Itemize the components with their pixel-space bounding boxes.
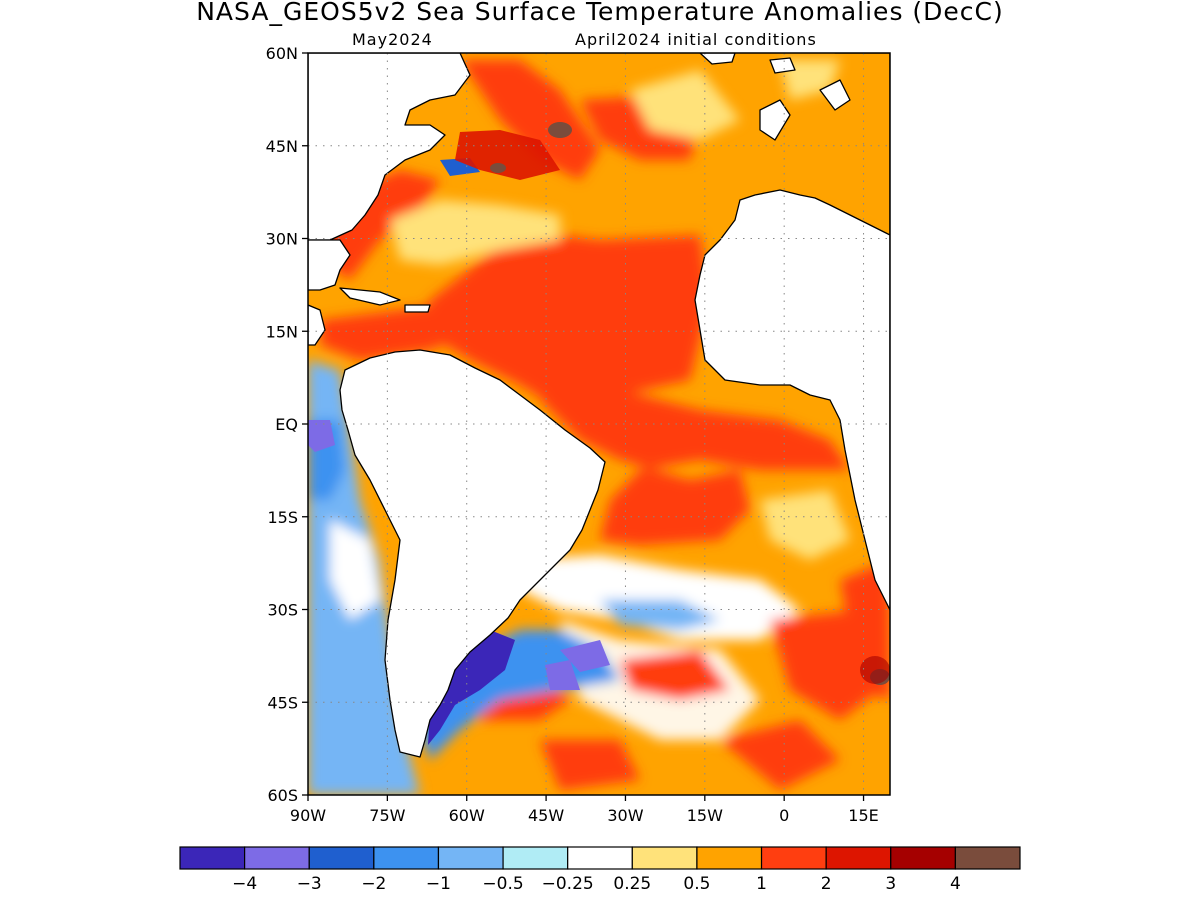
colorbar-label: −2 bbox=[361, 874, 386, 894]
gulf-stream-hot-band bbox=[455, 130, 560, 180]
florida-gulf-land bbox=[308, 239, 351, 291]
colorbar-swatch bbox=[631, 846, 698, 870]
colorbar-swatch bbox=[954, 846, 1021, 870]
colorbar-swatch bbox=[308, 846, 375, 870]
anomaly-patches bbox=[308, 60, 890, 795]
southern-ocean-warm-patch bbox=[540, 740, 640, 790]
cold-eddy bbox=[560, 640, 610, 672]
tropical-warm-patch bbox=[420, 230, 710, 410]
x-tick-label: 15E bbox=[848, 806, 878, 825]
colorbar-swatch bbox=[890, 846, 956, 870]
colorbar-label: 0.25 bbox=[613, 874, 651, 894]
x-tick-label: 75W bbox=[369, 806, 405, 825]
north-america-land bbox=[308, 53, 471, 241]
equatorial-warm-patch bbox=[540, 390, 850, 545]
forecast-month: May2024 bbox=[352, 30, 433, 49]
south-atlantic-neutral-patch bbox=[520, 555, 800, 640]
colorbar-label: 2 bbox=[821, 874, 832, 894]
x-tick-label: 45W bbox=[528, 806, 564, 825]
colorbar-label: 1 bbox=[756, 874, 767, 894]
benguela-hot-spot bbox=[860, 656, 890, 684]
y-tick-label: 45S bbox=[267, 693, 298, 712]
angola-pale-patch bbox=[760, 490, 850, 560]
mid-latitude-pale-patch bbox=[390, 200, 560, 265]
anomaly-field bbox=[308, 53, 890, 795]
x-tick-label: 15W bbox=[687, 806, 723, 825]
y-tick-label: 30S bbox=[267, 601, 298, 620]
colorbar-swatch bbox=[825, 846, 892, 870]
x-tick-label: 60W bbox=[449, 806, 485, 825]
british-isles-land bbox=[759, 99, 791, 141]
gulf-stream-extreme-spot-2 bbox=[490, 163, 506, 173]
y-tick-label: 15N bbox=[266, 322, 298, 341]
central-america-land bbox=[308, 304, 326, 346]
colorbar-label: −1 bbox=[426, 874, 451, 894]
colorbar-swatch bbox=[437, 846, 504, 870]
north-central-pale-patch bbox=[630, 70, 740, 140]
y-tick-label: 30N bbox=[266, 230, 298, 249]
colorbar-swatch bbox=[502, 846, 569, 870]
chart-title: NASA_GEOS5v2 Sea Surface Temperature Ano… bbox=[196, 0, 1004, 26]
colorbar-swatch bbox=[373, 846, 440, 870]
land-masses bbox=[308, 53, 890, 758]
hispaniola-land bbox=[404, 304, 431, 313]
southern-ocean-warm-patch-2 bbox=[720, 720, 840, 790]
colorbar-label: 0.5 bbox=[683, 874, 710, 894]
colorbar-swatch bbox=[244, 846, 310, 870]
greenland-tip-land bbox=[699, 53, 736, 65]
colorbar-swatch bbox=[567, 846, 633, 870]
colorbar: −4 −3 −2 −1 −0.5 −0.25 0.25 0.5 1 2 3 4 bbox=[179, 846, 1021, 894]
x-tick-label: 90W bbox=[290, 806, 326, 825]
y-tick-label: 60S bbox=[267, 786, 298, 805]
colorbar-label: −0.5 bbox=[482, 874, 523, 894]
caribbean-warm-patch bbox=[320, 305, 470, 360]
colorbar-label: 3 bbox=[885, 874, 896, 894]
south-atlantic-cool-patch bbox=[600, 600, 720, 630]
colorbar-label: −0.25 bbox=[542, 874, 594, 894]
y-tick-label: 15S bbox=[267, 508, 298, 527]
pacific-neutral-patch bbox=[330, 520, 380, 620]
y-tick-label: EQ bbox=[275, 415, 298, 434]
initial-conditions: April2024 initial conditions bbox=[575, 30, 817, 49]
cold-eddy-2 bbox=[545, 660, 580, 690]
x-tick-label: 0 bbox=[779, 806, 789, 825]
south-central-warm-patch bbox=[620, 650, 730, 700]
x-tick-label: 30W bbox=[607, 806, 643, 825]
iceland-land bbox=[769, 57, 796, 74]
colorbar-swatch bbox=[760, 846, 827, 870]
x-axis: 90W 75W 60W 45W 30W 15W 0 15E bbox=[290, 795, 879, 825]
colorbar-swatch bbox=[179, 846, 246, 870]
pacific-cold-eddy bbox=[308, 420, 335, 452]
europe-africa-land bbox=[694, 53, 890, 611]
scandinavia-land bbox=[819, 79, 851, 111]
colorbar-label: −3 bbox=[297, 874, 322, 894]
south-america-land bbox=[339, 349, 606, 758]
y-tick-label: 45N bbox=[266, 137, 298, 156]
y-axis: 60N 45N 30N 15N EQ 15S 30S 45S 60S bbox=[266, 44, 308, 805]
y-tick-label: 60N bbox=[266, 44, 298, 63]
colorbar-swatch bbox=[696, 846, 763, 870]
cuba-land bbox=[339, 287, 401, 306]
labrador-warm-patch bbox=[460, 60, 600, 180]
gulf-stream-extreme-spot bbox=[548, 122, 572, 138]
colorbar-label: −4 bbox=[232, 874, 257, 894]
colorbar-label: 4 bbox=[950, 874, 961, 894]
